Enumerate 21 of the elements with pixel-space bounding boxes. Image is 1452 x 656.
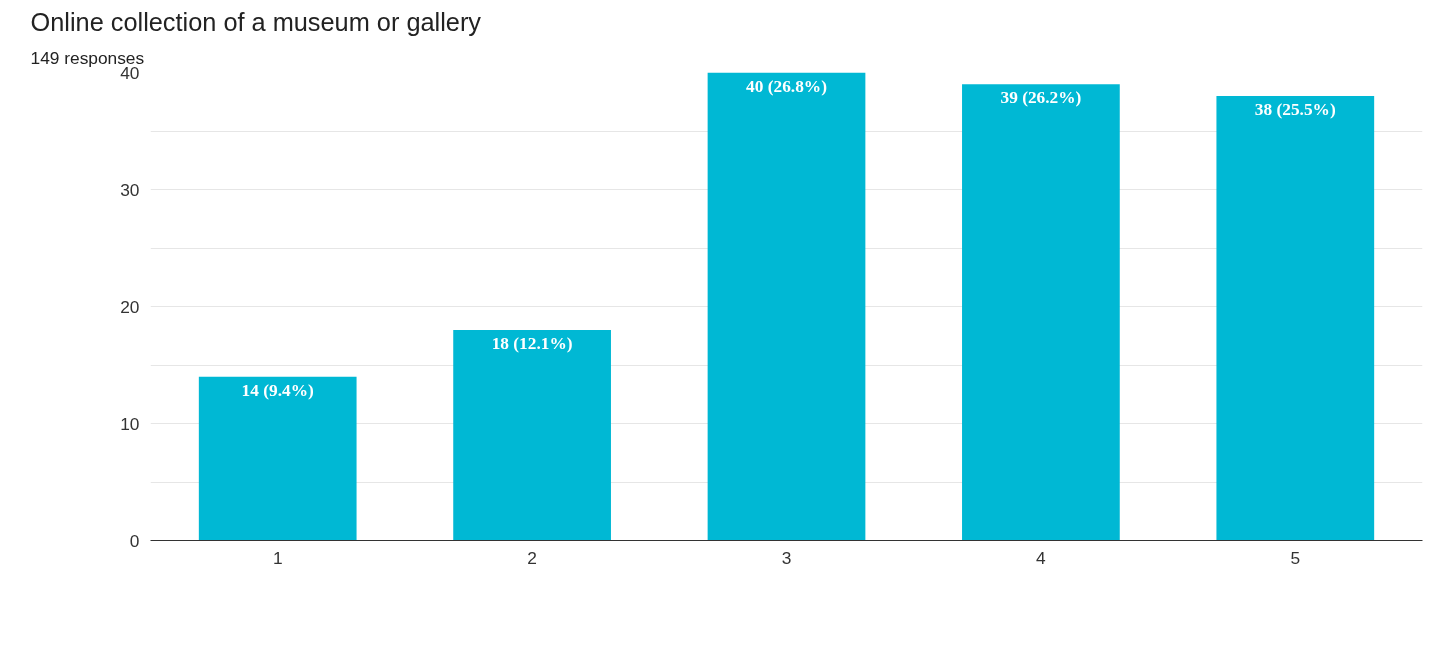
y-tick-label: 20 xyxy=(120,296,140,317)
x-tick-label: 2 xyxy=(527,547,537,568)
y-tick-label: 10 xyxy=(120,413,140,434)
chart-title: Online collection of a museum or gallery xyxy=(30,7,482,36)
x-tick-label: 5 xyxy=(1290,547,1301,568)
bar xyxy=(198,376,357,541)
x-tick-label: 1 xyxy=(272,547,283,568)
bar xyxy=(453,329,611,541)
bar xyxy=(707,72,866,541)
x-tick-label: 4 xyxy=(1036,547,1047,568)
y-tick-label: 0 xyxy=(129,530,140,551)
data-label: 18 (12.1%) xyxy=(491,333,573,353)
data-label: 40 (26.8%) xyxy=(746,76,828,96)
bar xyxy=(1216,95,1375,541)
data-label: 39 (26.2%) xyxy=(1000,88,1082,108)
y-tick-label: 30 xyxy=(120,179,140,200)
data-label: 38 (25.5%) xyxy=(1254,99,1336,119)
x-tick-label: 3 xyxy=(781,547,792,568)
chart-subtitle: 149 responses xyxy=(30,47,145,68)
data-label: 14 (9.4%) xyxy=(241,380,315,400)
bar xyxy=(962,84,1120,541)
